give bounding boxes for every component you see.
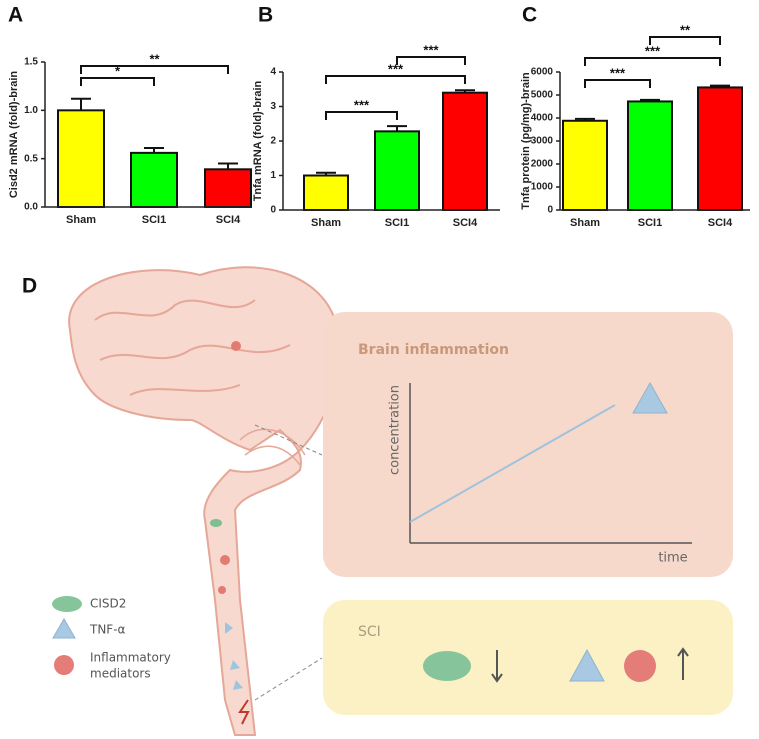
significance-bracket [325,111,398,120]
significance-label: *** [423,42,439,57]
bar [303,174,349,211]
x-tick-label: SCI1 [142,214,166,226]
significance-bracket [80,65,229,74]
x-tick-label: Sham [66,214,96,226]
significance-label: *** [354,97,370,112]
y-tick-label: 4000 [531,113,554,124]
x-tick-label: Sham [311,217,341,229]
y-tick-label: 1 [270,170,276,181]
box-title: Brain inflammation [358,342,509,358]
concentration-plot [409,381,692,544]
panel-letter: D [22,275,37,298]
x-tick-label: SCI4 [453,217,478,229]
legend-label: Inflammatory [90,651,171,665]
y-tick-label: 5000 [531,90,554,101]
y-axis-label: Cisd2 mRNA (fold)-brain [8,71,20,199]
legend-label: TNF-α [89,623,126,637]
y-tick-label: 2 [270,136,276,147]
x-tick-label: SCI1 [638,217,662,229]
inflammation-box [323,312,733,577]
significance-label: ** [680,22,691,37]
legend-label: mediators [90,667,151,681]
bar [442,91,488,211]
y-tick-label: 0 [270,205,276,216]
bar [204,168,252,209]
significance-label: *** [645,43,661,58]
significance-bracket [396,56,466,65]
legend: CISD2 TNF-α Inflammatory mediators [52,596,171,681]
x-tick-label: SCI1 [385,217,409,229]
y-tick-label: 0 [547,205,553,216]
significance-bracket [649,36,721,45]
y-tick-label: 0.5 [24,153,38,164]
y-tick-label: 1000 [531,182,554,193]
bar [57,109,105,208]
axis-label: concentration [388,385,403,475]
bar [130,151,178,209]
y-tick-label: 1.0 [24,105,38,116]
x-tick-label: SCI4 [216,214,241,226]
y-tick-label: 4 [270,67,276,78]
y-tick-label: 1.5 [24,57,38,68]
y-axis-label: Tnfa protein (pg/mg)-brain [520,72,532,210]
significance-label: ** [149,51,160,66]
y-tick-label: 3000 [531,136,554,147]
x-tick-label: Sham [570,217,600,229]
sci-icons [423,647,689,683]
panel-letter: A [8,4,23,27]
significance-bracket [584,79,651,88]
x-tick-label: SCI4 [708,217,733,229]
y-tick-label: 0.0 [24,202,38,213]
y-tick-label: 6000 [531,67,554,78]
bar [697,86,743,211]
y-axis-label: Tnfa mRNA (fold)-brain [252,80,264,201]
significance-label: * [115,63,121,78]
significance-bracket [80,77,155,86]
bar [627,100,673,211]
panel-letter: B [258,4,273,27]
bar [562,119,608,211]
significance-bracket [584,57,721,66]
bar [374,130,420,211]
box-title: SCI [358,624,381,640]
y-tick-label: 3 [270,101,276,112]
significance-label: *** [610,65,626,80]
brain-illustration [68,266,342,736]
axis-label: time [658,551,687,566]
panel-letter: C [522,4,537,27]
sci-box [323,600,733,715]
significance-label: *** [388,61,404,76]
y-tick-label: 2000 [531,159,554,170]
significance-bracket [325,75,466,84]
legend-label: CISD2 [90,597,126,611]
